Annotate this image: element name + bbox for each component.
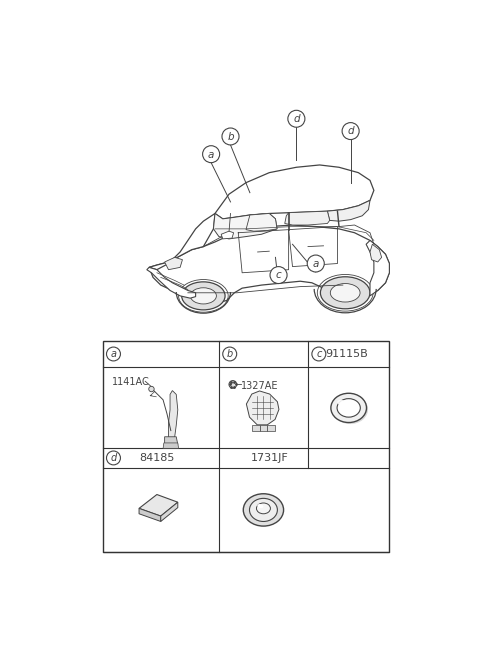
Circle shape — [203, 146, 220, 163]
Circle shape — [223, 347, 237, 361]
Ellipse shape — [250, 499, 277, 522]
Circle shape — [107, 451, 120, 465]
Text: d: d — [293, 114, 300, 124]
Text: b: b — [227, 349, 233, 359]
Circle shape — [312, 347, 326, 361]
Text: 91115B: 91115B — [325, 349, 368, 359]
Text: a: a — [208, 150, 214, 159]
Circle shape — [288, 110, 305, 127]
Ellipse shape — [321, 277, 370, 309]
Polygon shape — [139, 508, 161, 522]
Polygon shape — [214, 213, 277, 239]
Circle shape — [270, 266, 287, 283]
Ellipse shape — [330, 283, 360, 302]
Polygon shape — [168, 390, 178, 441]
Text: c: c — [316, 349, 322, 359]
Polygon shape — [252, 425, 260, 431]
Polygon shape — [165, 437, 178, 445]
Circle shape — [149, 386, 154, 392]
Text: 1731JF: 1731JF — [251, 453, 288, 463]
Polygon shape — [149, 225, 389, 304]
Ellipse shape — [337, 400, 348, 407]
Polygon shape — [149, 213, 215, 270]
Polygon shape — [163, 443, 179, 448]
Text: b: b — [227, 132, 234, 142]
Polygon shape — [221, 231, 234, 239]
Ellipse shape — [243, 494, 284, 526]
Ellipse shape — [331, 393, 367, 422]
Circle shape — [342, 123, 359, 140]
Ellipse shape — [256, 503, 270, 514]
Text: 1141AC: 1141AC — [112, 377, 150, 386]
Text: 84185: 84185 — [139, 453, 175, 463]
Ellipse shape — [181, 282, 225, 310]
Polygon shape — [285, 211, 330, 225]
Polygon shape — [327, 200, 370, 221]
Ellipse shape — [337, 399, 360, 417]
Text: d: d — [348, 127, 354, 136]
Polygon shape — [246, 213, 277, 231]
Polygon shape — [147, 268, 196, 298]
Polygon shape — [246, 391, 279, 425]
Circle shape — [229, 380, 237, 388]
Polygon shape — [139, 495, 178, 516]
Text: a: a — [312, 259, 319, 269]
Polygon shape — [165, 257, 182, 270]
Polygon shape — [370, 244, 382, 262]
Circle shape — [307, 255, 324, 272]
Text: a: a — [110, 349, 117, 359]
Circle shape — [107, 347, 120, 361]
Polygon shape — [215, 165, 374, 219]
Polygon shape — [260, 425, 267, 431]
Ellipse shape — [191, 288, 216, 304]
Text: c: c — [276, 270, 281, 281]
Circle shape — [222, 128, 239, 145]
Text: 1327AE: 1327AE — [240, 381, 278, 392]
Polygon shape — [161, 502, 178, 522]
Polygon shape — [366, 240, 389, 296]
Ellipse shape — [333, 395, 368, 424]
Polygon shape — [267, 425, 275, 431]
Text: d: d — [110, 453, 117, 463]
Ellipse shape — [257, 504, 264, 508]
